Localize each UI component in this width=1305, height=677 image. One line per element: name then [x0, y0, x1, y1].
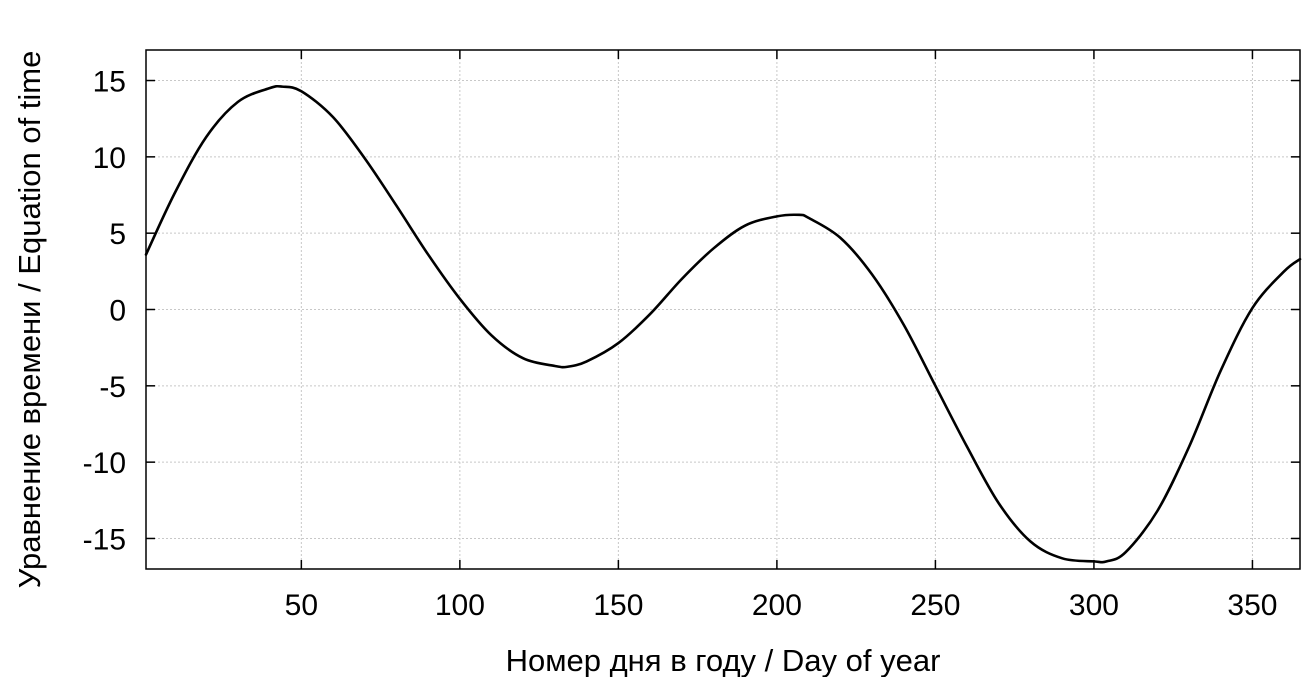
x-tick-label: 200: [752, 589, 802, 622]
x-tick-label: 50: [285, 589, 318, 622]
x-tick-label: 350: [1227, 589, 1277, 622]
series-line: [144, 84, 1302, 564]
y-tick-label: -10: [83, 447, 126, 480]
x-tick-label: 150: [593, 589, 643, 622]
x-tick-label: 300: [1069, 589, 1119, 622]
y-tick-label: -15: [83, 523, 126, 556]
y-tick-label: -5: [99, 371, 126, 404]
y-axis-title: Уравнение времени / Equation of time: [12, 51, 47, 589]
x-tick-label: 100: [435, 589, 485, 622]
x-tick-label: 250: [910, 589, 960, 622]
plot-frame: [145, 49, 1301, 570]
grid-layer: [146, 50, 1300, 569]
y-tick-label: 15: [93, 66, 126, 99]
y-tick-label: 10: [93, 142, 126, 175]
y-tick-label: 0: [109, 295, 126, 328]
tick-layer: [146, 50, 1300, 569]
x-axis-title: Номер дня в году / Day of year: [506, 643, 941, 677]
y-tick-label: 5: [109, 218, 126, 251]
